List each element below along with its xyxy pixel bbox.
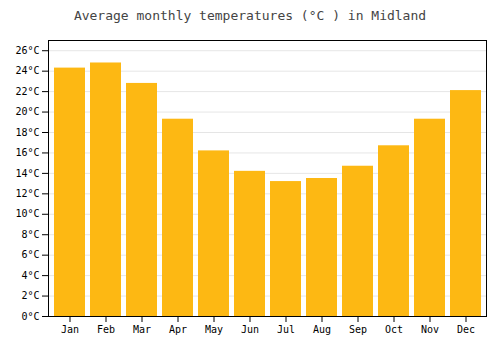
svg-text:Aug: Aug — [313, 324, 331, 335]
svg-text:Mar: Mar — [133, 324, 151, 335]
svg-text:18°C: 18°C — [15, 127, 39, 138]
svg-text:Jun: Jun — [241, 324, 259, 335]
svg-text:2°C: 2°C — [21, 290, 39, 301]
svg-text:24°C: 24°C — [15, 65, 39, 76]
svg-text:Dec: Dec — [457, 324, 475, 335]
svg-text:26°C: 26°C — [15, 45, 39, 56]
svg-text:Oct: Oct — [385, 324, 403, 335]
svg-text:Apr: Apr — [169, 324, 187, 335]
svg-text:16°C: 16°C — [15, 147, 39, 158]
svg-text:12°C: 12°C — [15, 188, 39, 199]
svg-text:8°C: 8°C — [21, 229, 39, 240]
svg-text:0°C: 0°C — [21, 311, 39, 322]
svg-text:Nov: Nov — [421, 324, 439, 335]
svg-text:22°C: 22°C — [15, 86, 39, 97]
html-text:Average monthly temperatures (: Average monthly temperatures (°C ) in Mi… — [73, 8, 427, 23]
svg-text:May: May — [205, 324, 223, 335]
svg-text:Jan: Jan — [61, 324, 79, 335]
svg-text:Feb: Feb — [97, 324, 115, 335]
svg-text:4°C: 4°C — [21, 270, 39, 281]
svg-text:20°C: 20°C — [15, 106, 39, 117]
svg-text:Jul: Jul — [277, 324, 295, 335]
svg-text:10°C: 10°C — [15, 208, 39, 219]
svg-text:14°C: 14°C — [15, 168, 39, 179]
svg-text:6°C: 6°C — [21, 249, 39, 260]
svg-text:Sep: Sep — [349, 324, 367, 335]
